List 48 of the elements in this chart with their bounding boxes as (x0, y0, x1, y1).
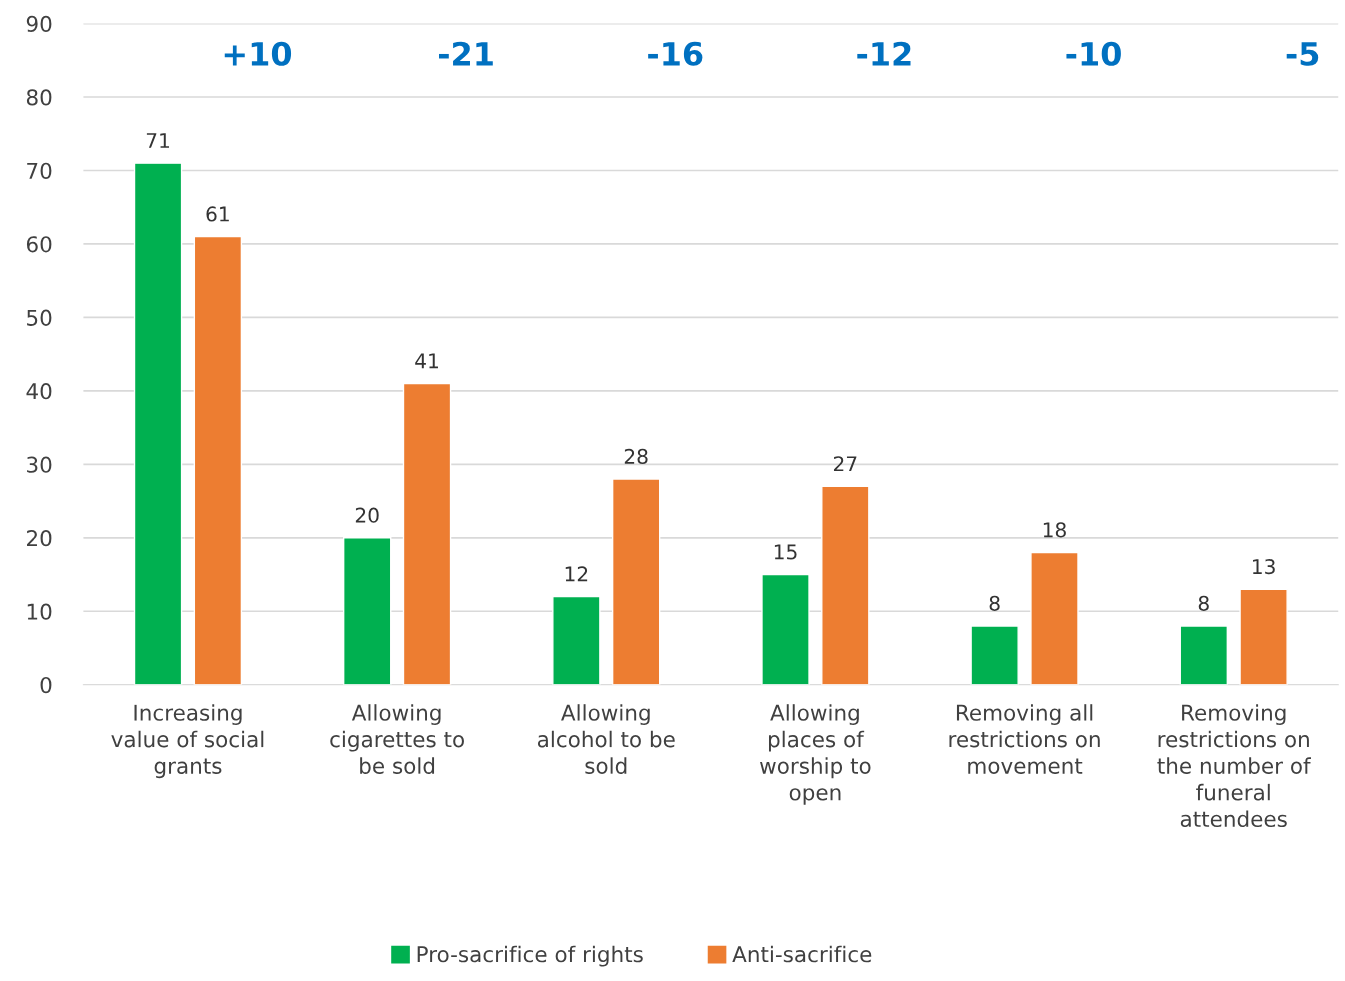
annotation: -12 (857, 41, 911, 66)
data-label: 8 (989, 595, 1000, 611)
y-tick-label: 80 (26, 89, 52, 106)
y-tick-label: 90 (26, 15, 52, 33)
annotation: -10 (1066, 41, 1121, 66)
bar (1179, 625, 1229, 685)
bar (970, 625, 1019, 685)
data-label: 28 (624, 448, 648, 465)
bar (402, 382, 452, 685)
data-label: 12 (565, 566, 588, 582)
y-tick-label: 40 (26, 383, 52, 400)
x-tick-label: Allowing alcohol to be sold (537, 704, 675, 774)
x-tick-label: Removing restrictions on the number of funeral attendees (1157, 704, 1311, 828)
x-tick-label: Increasing value of social grants (111, 704, 264, 779)
bar (761, 573, 810, 685)
data-label: 13 (1253, 558, 1275, 575)
data-label: 71 (146, 133, 170, 148)
legend-label: Pro-sacrifice of rights (417, 945, 643, 967)
annotation: -21 (439, 41, 493, 66)
data-label: 18 (1043, 522, 1066, 538)
data-label: 20 (355, 507, 379, 523)
data-label: 8 (1198, 595, 1209, 611)
bar (821, 485, 870, 685)
x-tick-label: Allowing places of worship to open (760, 704, 871, 805)
data-label: 61 (206, 206, 229, 222)
data-label: 15 (774, 544, 797, 560)
y-tick-label: 30 (27, 456, 52, 473)
bar (193, 235, 243, 685)
annotation: -16 (648, 41, 703, 66)
y-tick-label: 60 (26, 236, 52, 253)
data-label: 41 (415, 353, 438, 369)
y-tick-label: 10 (27, 603, 52, 620)
annotation: -5 (1286, 42, 1319, 66)
y-tick-label: 70 (27, 162, 52, 179)
annotation: +10 (224, 41, 292, 66)
y-tick-label: 0 (40, 676, 52, 694)
x-tick-label: Removing all restrictions on movement (949, 704, 1100, 774)
bar (1030, 551, 1079, 685)
legend-label: Anti-sacrifice (732, 945, 872, 963)
bar (611, 478, 661, 685)
x-tick-label: Allowing cigarettes to be sold (330, 704, 464, 774)
y-tick-label: 50 (27, 309, 52, 326)
y-tick-label: 20 (27, 530, 52, 547)
bar (342, 537, 392, 685)
data-label: 27 (833, 456, 857, 472)
bar (133, 162, 183, 685)
bar (552, 595, 601, 685)
bar (1239, 588, 1288, 685)
